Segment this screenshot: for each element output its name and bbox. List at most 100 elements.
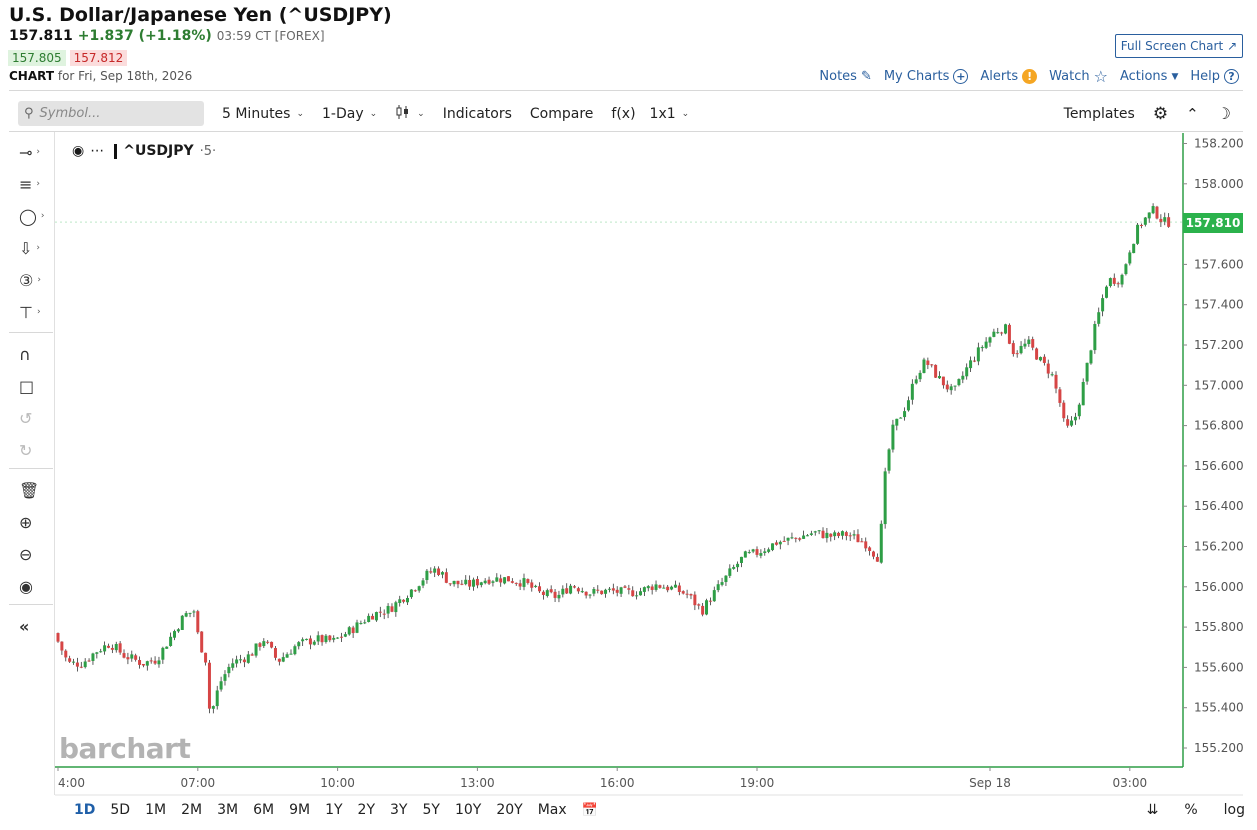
indicators-button[interactable]: Indicators	[443, 106, 512, 122]
visibility-button[interactable]: ◉	[19, 574, 53, 598]
range-button-5y[interactable]: 5Y	[422, 802, 440, 818]
candle-body	[1147, 212, 1151, 219]
more-icon[interactable]: ⋯	[90, 143, 105, 159]
candle-body	[324, 635, 328, 642]
quote-line: 157.811 +1.837 (+1.18%) 03:59 CT [FOREX]	[9, 28, 325, 44]
notes-link[interactable]: Notes ✎	[819, 69, 871, 84]
range-button-9m[interactable]: 9M	[289, 802, 311, 818]
candle-body	[747, 552, 751, 554]
undo-button[interactable]: ↺	[19, 406, 53, 430]
calendar-icon[interactable]: 📅	[581, 802, 598, 818]
layout-dropdown[interactable]: 1x1 ⌄	[650, 106, 690, 122]
range-button-10y[interactable]: 10Y	[454, 802, 482, 818]
range-button-max[interactable]: Max	[537, 802, 567, 818]
arrow-tool-button[interactable]: ⇩ ›	[19, 236, 53, 260]
sidebar-divider	[9, 604, 53, 605]
candle-body	[759, 553, 763, 556]
candle-body	[479, 582, 483, 586]
fibonacci-icon: ≡	[19, 174, 33, 194]
templates-button[interactable]: Templates	[1063, 105, 1135, 122]
candle-body	[627, 588, 631, 590]
candle-body	[122, 653, 126, 658]
range-button-6m[interactable]: 6M	[253, 802, 275, 818]
ask-price: 157.812	[69, 50, 128, 66]
symbol-placeholder: Symbol...	[39, 106, 101, 121]
range-button-20y[interactable]: 20Y	[496, 802, 523, 818]
number-tool-button[interactable]: ③ ›	[19, 268, 53, 292]
percent-scale-button[interactable]: %	[1184, 802, 1198, 818]
candle-body	[646, 586, 650, 589]
candle-body	[969, 360, 973, 369]
interval-dropdown[interactable]: 5 Minutes ⌄	[222, 106, 304, 122]
candle-body	[1124, 264, 1128, 275]
candle-body	[580, 591, 584, 593]
candle-body	[1093, 323, 1097, 351]
zoom-out-button[interactable]: ⊖	[19, 542, 53, 566]
candle-body	[433, 568, 437, 573]
candle-body	[852, 534, 856, 536]
candle-body	[386, 605, 390, 614]
collapse-sidebar-button[interactable]: «	[19, 614, 53, 638]
log-scale-button[interactable]: log	[1223, 802, 1245, 818]
my-charts-link[interactable]: My Charts +	[884, 69, 969, 84]
candle-body	[782, 540, 786, 542]
candle-body	[1062, 402, 1066, 419]
range-button-1m[interactable]: 1M	[145, 802, 167, 818]
candle-body	[949, 386, 953, 391]
candle-body	[549, 589, 553, 593]
candle-body	[301, 639, 305, 642]
range-button-5d[interactable]: 5D	[110, 802, 131, 818]
toolbar-right: Templates ⚙ ⌃ ☽	[1064, 104, 1231, 124]
candle-body	[91, 653, 95, 661]
candle-body	[359, 623, 363, 625]
candle-body	[914, 379, 918, 384]
shape-tool-button[interactable]: ◯ ›	[19, 204, 53, 228]
candle-body	[755, 549, 759, 555]
chart-type-dropdown[interactable]: ⌄	[395, 104, 425, 123]
candle-body	[767, 549, 771, 552]
candle-body	[906, 400, 910, 411]
fib-tool-button[interactable]: ≡ ›	[19, 172, 53, 196]
moon-icon[interactable]: ☽	[1216, 104, 1231, 123]
my-charts-label: My Charts	[883, 69, 950, 84]
candle-body	[984, 341, 988, 348]
magnet-button[interactable]: ∩	[19, 342, 53, 366]
redo-button[interactable]: ↻	[19, 438, 53, 462]
candle-body	[557, 594, 561, 599]
collapse-up-icon[interactable]: ⌃	[1186, 104, 1199, 123]
range-button-2y[interactable]: 2Y	[357, 802, 375, 818]
lock-button[interactable]: □	[19, 374, 53, 398]
function-button[interactable]: f(x)	[611, 106, 635, 122]
symbol-search[interactable]: ⚲ Symbol...	[18, 101, 204, 126]
period-dropdown[interactable]: 1-Day ⌄	[322, 106, 377, 122]
range-button-1d[interactable]: 1D	[74, 802, 96, 818]
full-screen-chart-button[interactable]: Full Screen Chart ↗	[1115, 34, 1243, 58]
alerts-link[interactable]: Alerts !	[980, 69, 1038, 84]
candle-body	[945, 384, 949, 390]
x-tick-label: 07:00	[181, 776, 216, 790]
candle-body	[538, 586, 542, 592]
candle-body	[250, 654, 254, 656]
watch-link[interactable]: Watch ☆	[1049, 67, 1108, 86]
candle-body	[464, 579, 468, 585]
range-button-2m[interactable]: 2M	[181, 802, 203, 818]
zoom-in-button[interactable]: ⊕	[19, 510, 53, 534]
range-button-1y[interactable]: 1Y	[325, 802, 343, 818]
candle-body	[246, 654, 250, 663]
range-button-3y[interactable]: 3Y	[390, 802, 408, 818]
measure-tool-button[interactable]: ⊤ ›	[19, 300, 53, 324]
range-button-3m[interactable]: 3M	[217, 802, 239, 818]
candle-body	[926, 360, 930, 365]
sidebar-divider	[9, 332, 53, 333]
gear-icon[interactable]: ⚙	[1152, 103, 1169, 124]
scroll-down-icon[interactable]: ⇊	[1146, 802, 1159, 818]
eye-icon[interactable]: ◉	[72, 143, 85, 159]
help-link[interactable]: Help ?	[1190, 69, 1239, 84]
line-tool-button[interactable]: ⊸ ›	[19, 140, 53, 164]
compare-button[interactable]: Compare	[530, 106, 594, 122]
y-tick-label: 156.400	[1194, 499, 1244, 513]
delete-button[interactable]: 🗑	[19, 478, 53, 502]
actions-menu[interactable]: Actions ▼	[1120, 69, 1178, 84]
candle-body	[833, 532, 837, 537]
